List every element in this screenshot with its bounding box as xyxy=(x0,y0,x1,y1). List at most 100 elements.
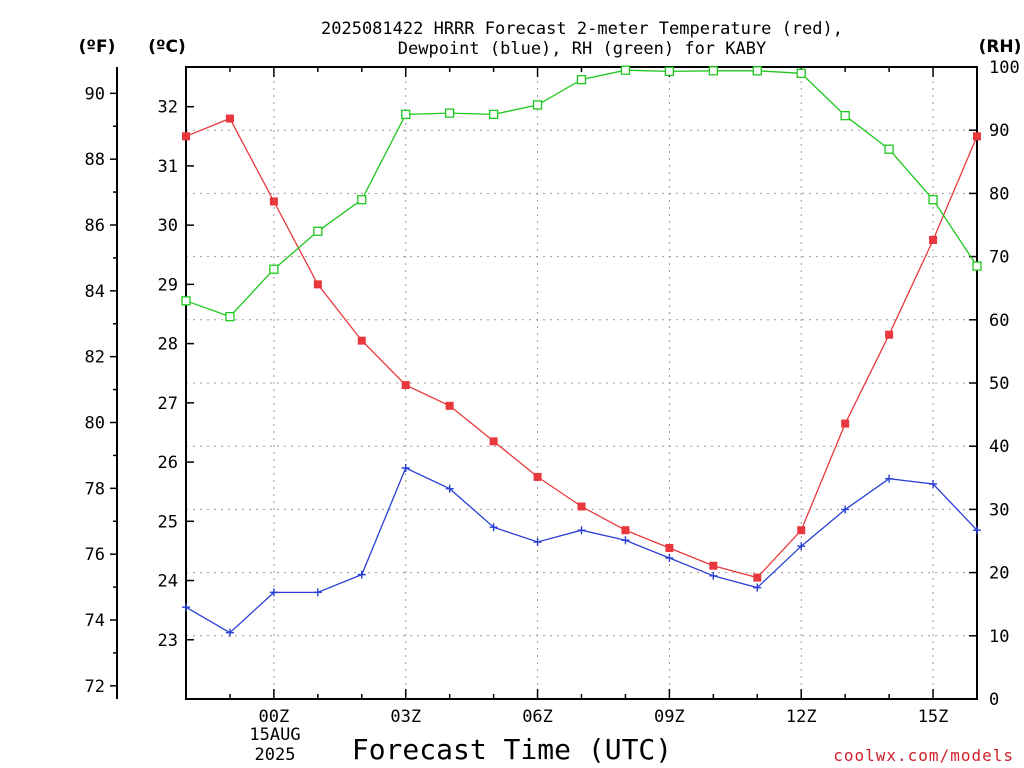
fahrenheit-tick-label: 86 xyxy=(85,216,105,236)
x-tick-label: 00Z xyxy=(259,707,290,727)
rh-point xyxy=(269,264,279,274)
dewpoint-point xyxy=(929,479,938,488)
celsius-tick-label: 31 xyxy=(158,157,178,177)
dewpoint-point xyxy=(533,538,542,547)
celsius-tick-label: 27 xyxy=(158,394,178,414)
series-rh xyxy=(181,65,982,322)
rh-point xyxy=(313,226,323,236)
x-axis-title: Forecast Time (UTC) xyxy=(352,733,672,766)
data-series xyxy=(181,65,982,637)
dewpoint-point xyxy=(225,628,234,637)
rh-tick-label: 70 xyxy=(989,248,1009,268)
dewpoint-point xyxy=(489,523,498,532)
series-dewpoint xyxy=(182,463,981,637)
source-credit: coolwx.com/models xyxy=(833,746,1014,765)
rh-point xyxy=(928,195,938,205)
temperature-point xyxy=(313,280,322,289)
rh-tick-label: 100 xyxy=(989,58,1020,78)
fahrenheit-tick-label: 90 xyxy=(85,84,105,104)
celsius-unit-label: (ºC) xyxy=(148,37,186,57)
rh-point xyxy=(401,109,411,120)
rh-tick-label: 90 xyxy=(989,121,1009,141)
rh-tick-label: 10 xyxy=(989,627,1009,647)
dewpoint-point xyxy=(269,588,278,597)
dewpoint-point xyxy=(182,603,190,612)
chart-title-line2: Dewpoint (blue), RH (green) for KABY xyxy=(398,39,766,59)
fahrenheit-tick-label: 72 xyxy=(85,677,105,697)
rh-point xyxy=(620,65,631,75)
temperature-point xyxy=(665,543,674,552)
fahrenheit-tick-label: 84 xyxy=(85,282,105,302)
rh-tick-label: 30 xyxy=(989,500,1009,520)
rh-tick-label: 50 xyxy=(989,374,1009,394)
temperature-point xyxy=(533,472,542,481)
dewpoint-point xyxy=(797,542,806,551)
dewpoint-point xyxy=(709,571,718,580)
rh-tick-label: 20 xyxy=(989,564,1009,584)
temperature-point xyxy=(577,502,586,511)
temperature-point xyxy=(621,526,630,535)
dewpoint-point xyxy=(357,570,366,579)
rh-point xyxy=(445,108,455,118)
celsius-tick-label: 26 xyxy=(158,453,178,473)
rh-point xyxy=(796,68,806,78)
temperature-point xyxy=(929,235,938,244)
fahrenheit-unit-label: (ºF) xyxy=(79,37,116,57)
temperature-point xyxy=(182,132,190,141)
date-day-label: 15AUG xyxy=(249,725,300,745)
rh-tick-label: 80 xyxy=(989,184,1009,204)
temperature-point xyxy=(401,381,410,390)
dewpoint-point xyxy=(753,583,762,592)
x-tick-label: 03Z xyxy=(390,707,421,727)
temperature-point xyxy=(753,573,762,582)
rh-point xyxy=(840,111,850,121)
rh-point xyxy=(357,195,367,205)
chart-title-line1: 2025081422 HRRR Forecast 2-meter Tempera… xyxy=(321,19,843,39)
fahrenheit-tick-label: 80 xyxy=(85,414,105,434)
grid-lines xyxy=(186,67,977,699)
series-line-dewpoint xyxy=(185,467,978,634)
dewpoint-point xyxy=(445,484,454,493)
rh-unit-label: (RH) xyxy=(979,37,1022,57)
axes: 00Z 03Z 06Z 09Z 12Z 15Z 23 24 25 26 27 28 29 30 31 32 72… xyxy=(85,58,1020,727)
rh-point xyxy=(884,144,894,154)
temperature-point xyxy=(885,330,894,339)
fahrenheit-tick-label: 74 xyxy=(85,611,105,631)
rh-point xyxy=(488,109,499,120)
temperature-point xyxy=(445,401,454,410)
x-tick-label: 09Z xyxy=(654,707,685,727)
dewpoint-point xyxy=(885,474,894,483)
rh-point xyxy=(708,66,718,76)
dewpoint-point xyxy=(621,536,630,545)
dewpoint-point xyxy=(577,526,586,535)
celsius-tick-label: 32 xyxy=(158,98,178,118)
temperature-point xyxy=(973,132,981,141)
x-tick-label: 15Z xyxy=(918,707,949,727)
x-tick-label: 12Z xyxy=(786,707,817,727)
temperature-point xyxy=(489,437,498,446)
fahrenheit-tick-label: 82 xyxy=(85,348,105,368)
temperature-point xyxy=(269,197,278,206)
date-year-label: 2025 xyxy=(255,745,296,765)
dewpoint-point xyxy=(313,588,322,597)
x-tick-label: 06Z xyxy=(522,707,553,727)
rh-tick-label: 60 xyxy=(989,311,1009,331)
rh-point xyxy=(752,66,762,76)
fahrenheit-tick-label: 88 xyxy=(85,150,105,170)
fahrenheit-tick-label: 76 xyxy=(85,545,105,565)
temperature-point xyxy=(709,561,718,570)
celsius-tick-label: 28 xyxy=(158,335,178,355)
dewpoint-point xyxy=(401,463,410,472)
rh-point xyxy=(664,66,675,77)
dewpoint-point xyxy=(665,554,674,563)
temperature-point xyxy=(797,526,806,535)
celsius-tick-label: 23 xyxy=(158,631,178,651)
temperature-point xyxy=(225,114,234,123)
temperature-point xyxy=(841,419,850,428)
rh-point xyxy=(972,261,982,271)
rh-point xyxy=(532,100,543,110)
fahrenheit-tick-label: 78 xyxy=(85,479,105,499)
rh-point xyxy=(225,311,235,322)
